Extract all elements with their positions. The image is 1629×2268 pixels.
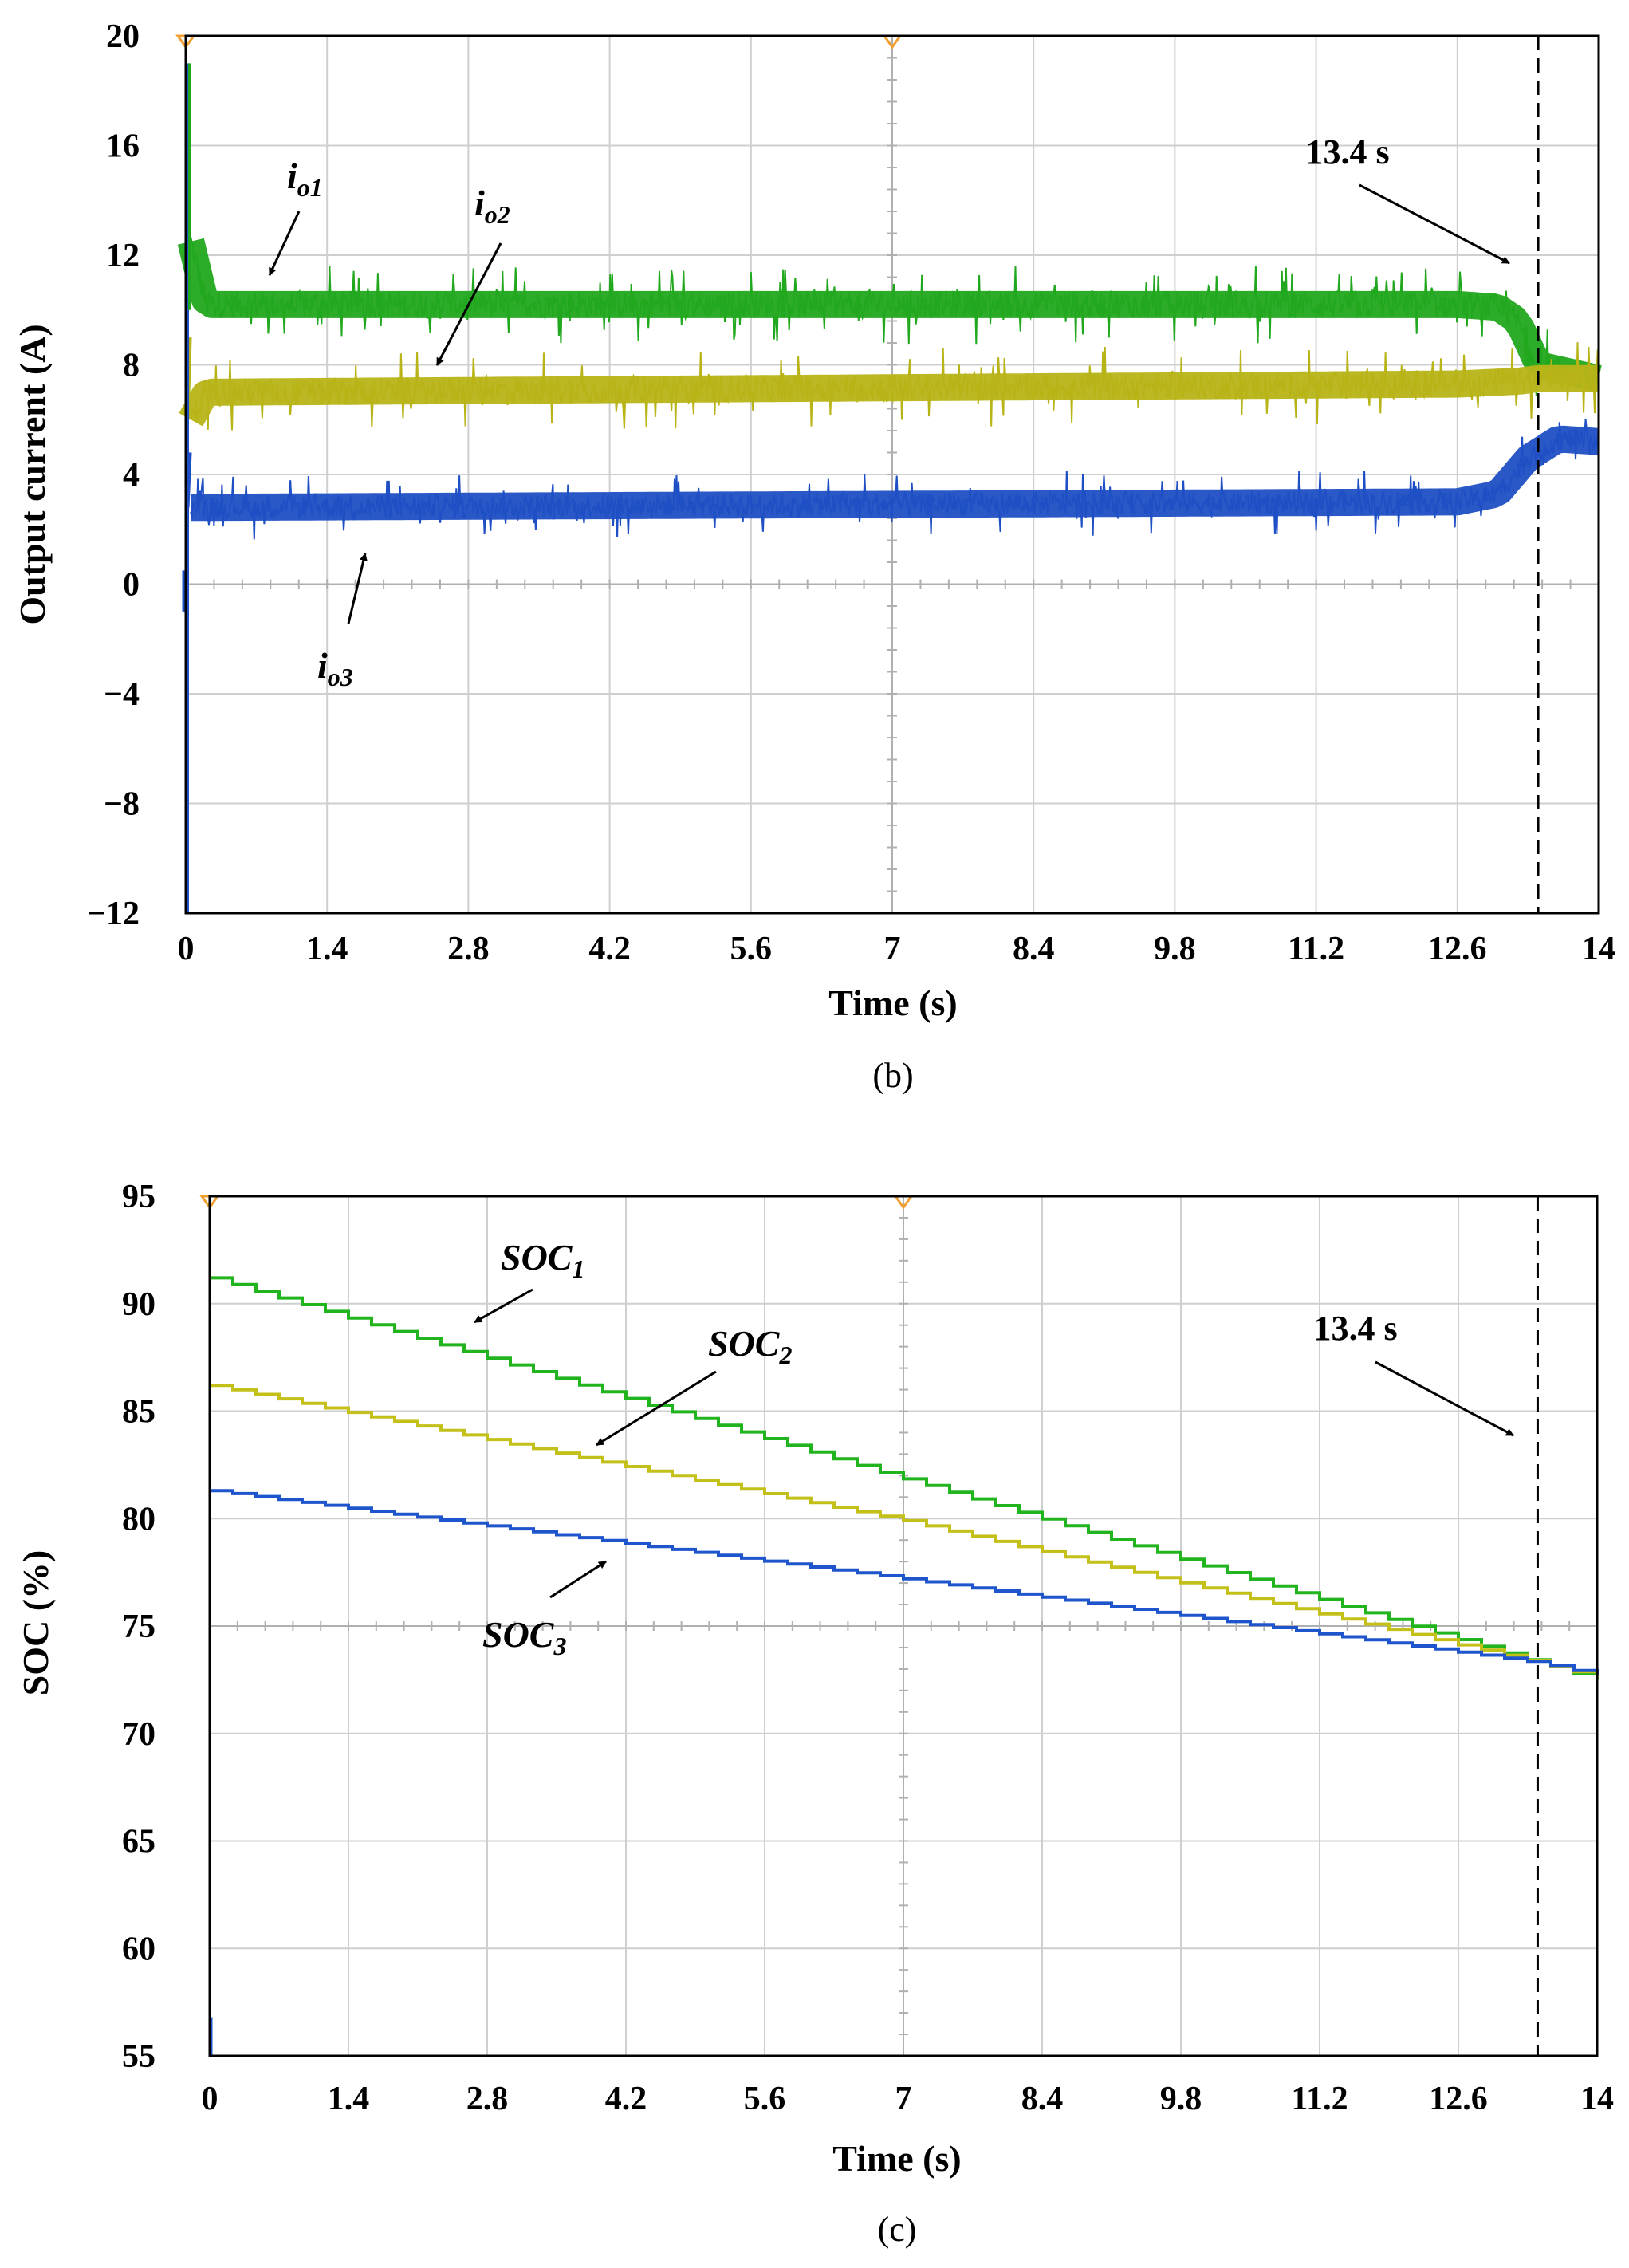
x-tick-label: 4.2	[588, 931, 631, 967]
x-tick-label: 14	[1582, 931, 1615, 967]
series-line-soc3	[210, 1489, 1599, 1675]
x-tick-label: 11.2	[1291, 2081, 1348, 2117]
series-annotation-soc2: SOC2	[708, 1323, 792, 1369]
series-annotation-io1: io1	[287, 156, 323, 202]
x-tick-label: 7	[895, 2081, 912, 2117]
y-tick-label: −8	[104, 786, 140, 823]
event-arrow	[1375, 1360, 1514, 1437]
x-tick-label: 8.4	[1021, 2081, 1064, 2117]
series-annotation-io2: io2	[474, 183, 510, 229]
y-tick-label: 60	[122, 1931, 155, 1967]
y-tick-label: 16	[106, 128, 140, 165]
x-tick-label: 2.8	[466, 2081, 509, 2117]
x-tick-label: 9.8	[1160, 2081, 1202, 2117]
y-tick-label: 55	[122, 2038, 155, 2075]
x-axis-label: Time (s)	[828, 982, 957, 1023]
plot-frame	[208, 1195, 1599, 2057]
series-line-io3	[190, 419, 1599, 540]
x-tick-label: 1.4	[328, 2081, 370, 2117]
plot-frame	[184, 34, 1600, 915]
x-axis-label: Time (s)	[832, 2138, 961, 2179]
annotation-arrow-io3	[347, 553, 368, 624]
y-tick-label: 20	[106, 18, 140, 55]
y-tick-label: 75	[122, 1608, 155, 1645]
series-annotation-soc1: SOC1	[501, 1237, 584, 1283]
event-arrow	[1359, 183, 1510, 265]
y-tick-label: 90	[122, 1286, 155, 1323]
series-annotation-soc3: SOC3	[482, 1614, 566, 1660]
series-line-io2	[190, 342, 1599, 431]
y-tick-label: 0	[123, 567, 140, 604]
series-annotation-io3: io3	[317, 645, 353, 691]
y-tick-label: 8	[123, 348, 140, 384]
x-tick-label: 0	[202, 2081, 218, 2117]
annotation-arrow-soc1	[474, 1288, 533, 1324]
x-tick-labels: 0 1.4 2.8 4.2 5.6 7 8.4 9.8 11.2 12.6 14	[178, 931, 1616, 967]
annotation-arrow-soc3	[549, 1560, 607, 1599]
y-tick-label: 65	[122, 1824, 155, 1860]
x-tick-label: 4.2	[605, 2081, 647, 2117]
x-tick-label: 2.8	[447, 931, 490, 967]
y-tick-label: 70	[122, 1716, 155, 1753]
x-tick-label: 5.6	[744, 2081, 786, 2117]
x-tick-label: 14	[1580, 2081, 1614, 2117]
figure-caption: (c)	[878, 2210, 917, 2249]
series-group	[208, 1276, 1599, 2056]
x-tick-label: 12.6	[1429, 2081, 1488, 2117]
output-current-chart: 20 16 12 8 4 0 −4 −8 −12 0 1.4 2.8 4.2 5.6 7 8.4 9.8 11.…	[0, 0, 1629, 1132]
x-tick-label: 5.6	[730, 931, 773, 967]
annotation-arrow-io2	[435, 242, 502, 366]
x-tick-label: 8.4	[1013, 931, 1055, 967]
x-tick-label: 11.2	[1288, 931, 1344, 967]
x-tick-label: 9.8	[1154, 931, 1196, 967]
y-tick-label: −4	[104, 676, 140, 713]
x-tick-label: 1.4	[306, 931, 348, 967]
annotation-arrow-soc2	[596, 1370, 717, 1447]
y-tick-label: 85	[122, 1394, 155, 1431]
series-group	[177, 63, 1606, 913]
y-axis-label: SOC (%)	[15, 1550, 56, 1696]
soc-chart: 95 90 85 80 75 70 65 60 55 0 1.4 2.8 4.2 5.6 7 8.4 9.8 1…	[15, 1179, 1614, 2249]
x-tick-label: 0	[178, 931, 195, 967]
x-tick-labels: 0 1.4 2.8 4.2 5.6 7 8.4 9.8 11.2 12.6 14	[202, 2081, 1615, 2117]
figure-caption: (b)	[872, 1056, 913, 1095]
series-line-soc1	[210, 1276, 1599, 1680]
y-tick-labels: 20 16 12 8 4 0 −4 −8 −12	[87, 18, 140, 932]
y-tick-label: 4	[123, 457, 140, 494]
y-tick-label: 95	[122, 1179, 155, 1215]
series-line-io1	[190, 237, 1599, 396]
y-axis-label: Output current (A)	[12, 324, 53, 624]
annotation-arrow-io1	[268, 211, 301, 276]
y-tick-label: 80	[122, 1501, 155, 1538]
event-time-label: 13.4 s	[1313, 1309, 1397, 1348]
event-time-label: 13.4 s	[1305, 132, 1389, 171]
x-tick-label: 12.6	[1428, 931, 1487, 967]
y-tick-label: 12	[106, 238, 140, 274]
y-tick-labels: 95 90 85 80 75 70 65 60 55	[122, 1179, 155, 2075]
series-line-soc2	[210, 1384, 1599, 1678]
x-tick-label: 7	[884, 931, 901, 967]
y-tick-label: −12	[87, 896, 140, 932]
